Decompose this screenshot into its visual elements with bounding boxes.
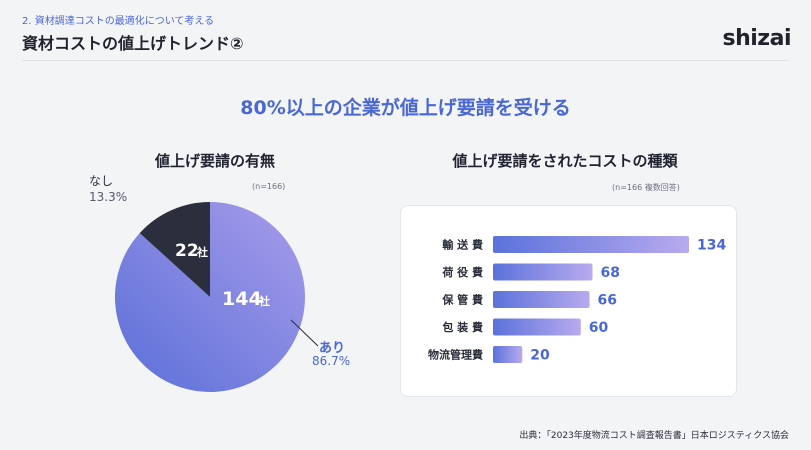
bar-category-label: 保 管 費 — [441, 293, 483, 307]
pie-label-ari: あり — [319, 341, 346, 356]
pie-percent-ari: 86.7% — [312, 354, 351, 368]
bar-value-label: 66 — [598, 293, 617, 309]
ari-leader-line — [290, 319, 319, 347]
bar — [493, 291, 590, 308]
page-title: 資材コストの値上げトレンド② — [22, 34, 244, 53]
bar — [493, 318, 581, 336]
bar-chart: 輸 送 費 134 荷 役 費 68 保 管 費 66 包 装 費 60 物流管理費 20 — [428, 236, 726, 364]
bar — [493, 263, 593, 281]
bar-category-label: 荷 役 費 — [441, 265, 483, 279]
pie-label-nashi: なし — [89, 174, 114, 188]
bar-category-label: 輸 送 費 — [442, 238, 483, 252]
pie-percent-nashi: 13.3% — [89, 190, 128, 204]
source-footnote: 出典：「2023年度物流コスト調査報告書」日本ロジスティクス協会 — [519, 431, 789, 441]
bar — [493, 346, 523, 363]
pie-slice-unit-ari: 社 — [258, 294, 270, 308]
brand-logo: shizai — [722, 26, 792, 51]
headline: 80%以上の企業が値上げ要請を受ける — [240, 97, 571, 119]
pie-chart-title: 値上げ要請の有無 — [154, 152, 275, 170]
pie-slice-unit-nashi: 社 — [196, 245, 208, 259]
header-divider — [22, 60, 789, 61]
bar-category-label: 物流管理費 — [428, 348, 483, 362]
bar-category-label: 包 装 費 — [441, 320, 483, 334]
bar-chart-title: 値上げ要請をされたコストの種類 — [452, 152, 678, 170]
bar-value-label: 20 — [530, 348, 550, 364]
section-label: 2. 資材調達コストの最適化について考える — [22, 16, 215, 27]
pie-slice-ari — [115, 202, 306, 392]
bar-value-label: 60 — [589, 320, 609, 336]
bar-value-label: 68 — [600, 265, 619, 281]
bar-value-label: 134 — [697, 238, 726, 254]
pie-sample-size: (n=166) — [252, 182, 286, 191]
pie-slice-nashi — [139, 202, 210, 297]
pie-slice-value-nashi: 22 — [175, 241, 199, 261]
bar — [493, 236, 689, 253]
bar-sample-size: (n=166 複数回答) — [612, 183, 680, 192]
pie-slice-value-ari: 144 — [222, 288, 262, 310]
